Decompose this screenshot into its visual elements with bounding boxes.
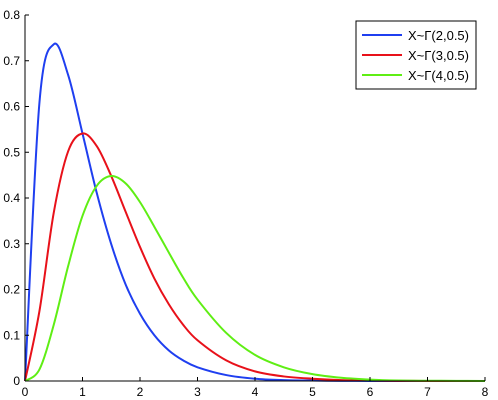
legend-label: X~Γ(3,0.5) xyxy=(408,48,469,63)
x-tick-label: 6 xyxy=(367,385,374,399)
x-tick-label: 8 xyxy=(482,385,489,399)
y-tick-label: 0.2 xyxy=(3,283,20,297)
y-tick-label: 0.3 xyxy=(3,237,20,251)
legend: X~Γ(2,0.5) X~Γ(3,0.5) X~Γ(4,0.5) xyxy=(355,20,477,90)
legend-label: X~Γ(2,0.5) xyxy=(408,28,469,43)
x-tick-label: 3 xyxy=(194,385,201,399)
legend-label: X~Γ(4,0.5) xyxy=(408,68,469,83)
x-tick-label: 4 xyxy=(252,385,259,399)
y-tick-label: 0 xyxy=(13,374,20,388)
x-tick-label: 1 xyxy=(79,385,86,399)
y-tick-label: 0.5 xyxy=(3,145,20,159)
y-tick-label: 0.8 xyxy=(3,8,20,22)
x-tick-label: 5 xyxy=(309,385,316,399)
x-tick-label: 0 xyxy=(22,385,29,399)
x-tick-label: 7 xyxy=(424,385,431,399)
x-tick-label: 2 xyxy=(137,385,144,399)
y-tick-label: 0.4 xyxy=(3,191,20,205)
series-line-3 xyxy=(24,175,486,382)
axes-layer: 0 1 2 3 4 5 6 7 8 0 0.1 0.2 0.3 0.4 0.5 0.6 0.7 0.8 xyxy=(3,8,488,399)
y-tick-label: 0.6 xyxy=(3,100,20,114)
y-tick-label: 0.7 xyxy=(3,54,20,68)
y-tick-label: 0.1 xyxy=(3,328,20,342)
